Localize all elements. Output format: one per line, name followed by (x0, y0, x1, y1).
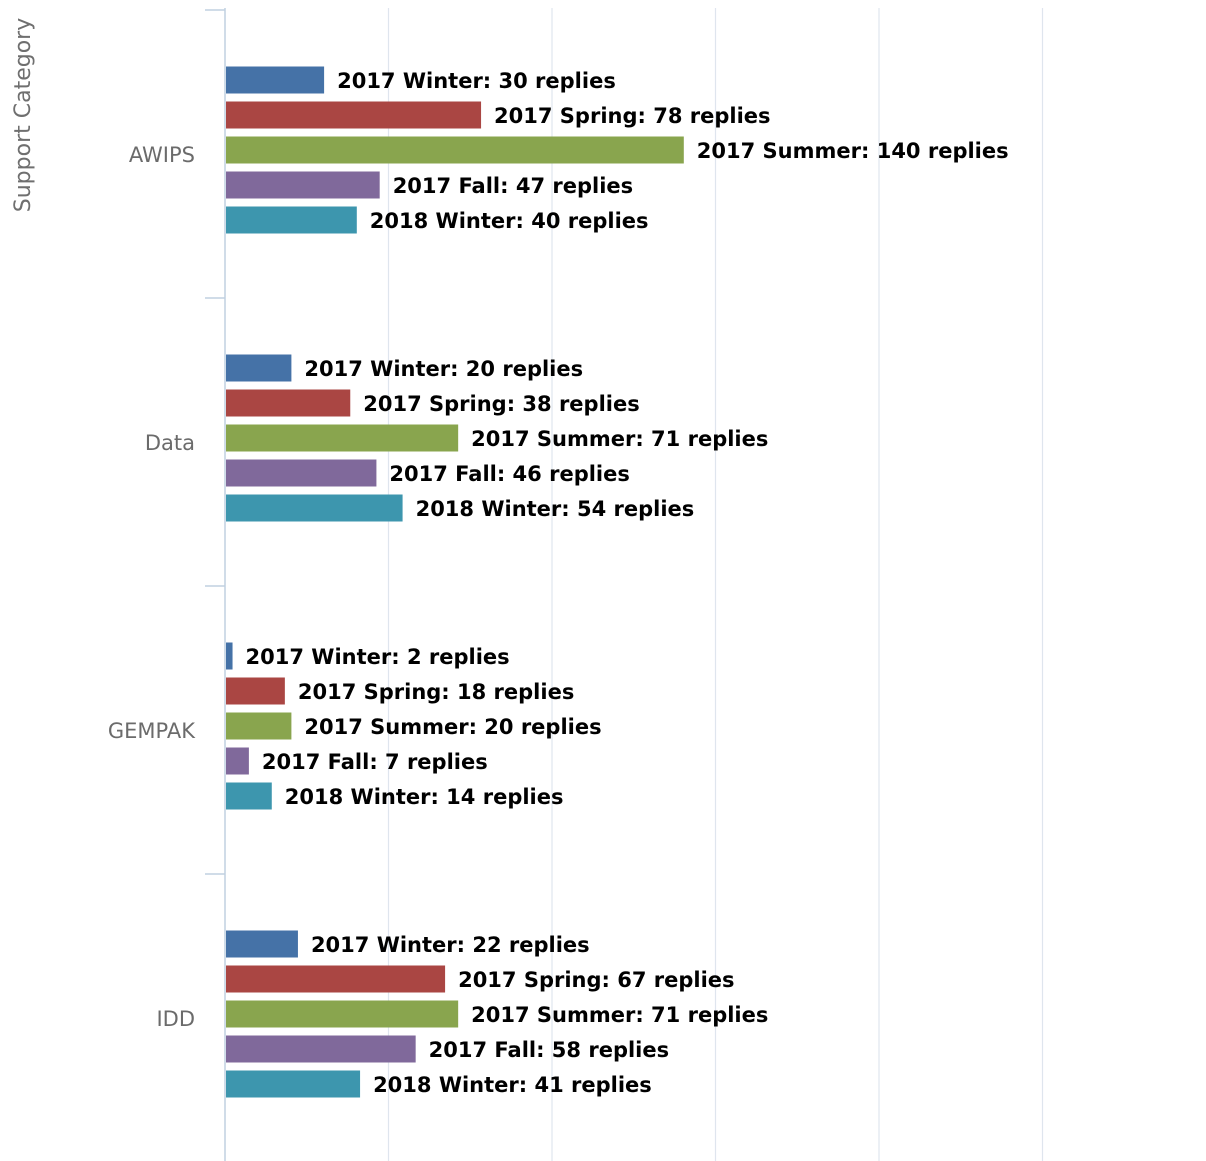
data-label: 2017 Summer: 140 replies (697, 139, 1009, 163)
data-label: 2017 Winter: 22 replies (311, 933, 590, 957)
category-axis: AWIPS Data GEMPAK IDD (108, 8, 226, 1161)
data-label: 2018 Winter: 54 replies (416, 497, 695, 521)
bar (226, 965, 446, 993)
data-label: 2018 Winter: 41 replies (373, 1073, 652, 1097)
bar (226, 66, 325, 94)
bar (226, 712, 292, 740)
data-labels: 2017 Winter: 30 replies 2017 Spring: 78 r… (246, 69, 1009, 1097)
data-label: 2017 Winter: 30 replies (337, 69, 616, 93)
category-label: Data (145, 431, 195, 455)
data-label: 2017 Winter: 2 replies (246, 645, 510, 669)
bar (226, 136, 684, 164)
data-label: 2017 Spring: 38 replies (363, 392, 639, 416)
data-label: 2017 Winter: 20 replies (304, 357, 583, 381)
data-label: 2017 Fall: 47 replies (393, 174, 633, 198)
category-label: IDD (156, 1007, 195, 1031)
bar (226, 1000, 459, 1028)
bar (226, 101, 482, 129)
data-label: 2018 Winter: 14 replies (285, 785, 564, 809)
bar (226, 1035, 416, 1063)
category-label: GEMPAK (108, 719, 196, 743)
data-label: 2017 Spring: 67 replies (458, 968, 734, 992)
bar (226, 677, 285, 705)
bar (226, 642, 233, 670)
bar (226, 171, 380, 199)
y-axis-title: Support Category (11, 18, 36, 212)
data-label: 2018 Winter: 40 replies (370, 209, 649, 233)
data-label: 2017 Summer: 71 replies (471, 1003, 768, 1027)
data-label: 2017 Summer: 71 replies (471, 427, 768, 451)
bar (226, 1070, 361, 1098)
bar (226, 494, 403, 522)
bar (226, 206, 357, 234)
category-label: AWIPS (129, 143, 195, 167)
bar (226, 782, 272, 810)
bar (226, 747, 249, 775)
bar (226, 354, 292, 382)
bar (226, 424, 459, 452)
data-label: 2017 Fall: 58 replies (429, 1038, 669, 1062)
data-label: 2017 Fall: 46 replies (389, 462, 629, 486)
bar (226, 459, 377, 487)
bar (226, 930, 298, 958)
bar (226, 389, 351, 417)
data-label: 2017 Spring: 78 replies (494, 104, 770, 128)
data-label: 2017 Summer: 20 replies (304, 715, 601, 739)
data-label: 2017 Spring: 18 replies (298, 680, 574, 704)
data-label: 2017 Fall: 7 replies (262, 750, 488, 774)
bars (226, 66, 684, 1098)
